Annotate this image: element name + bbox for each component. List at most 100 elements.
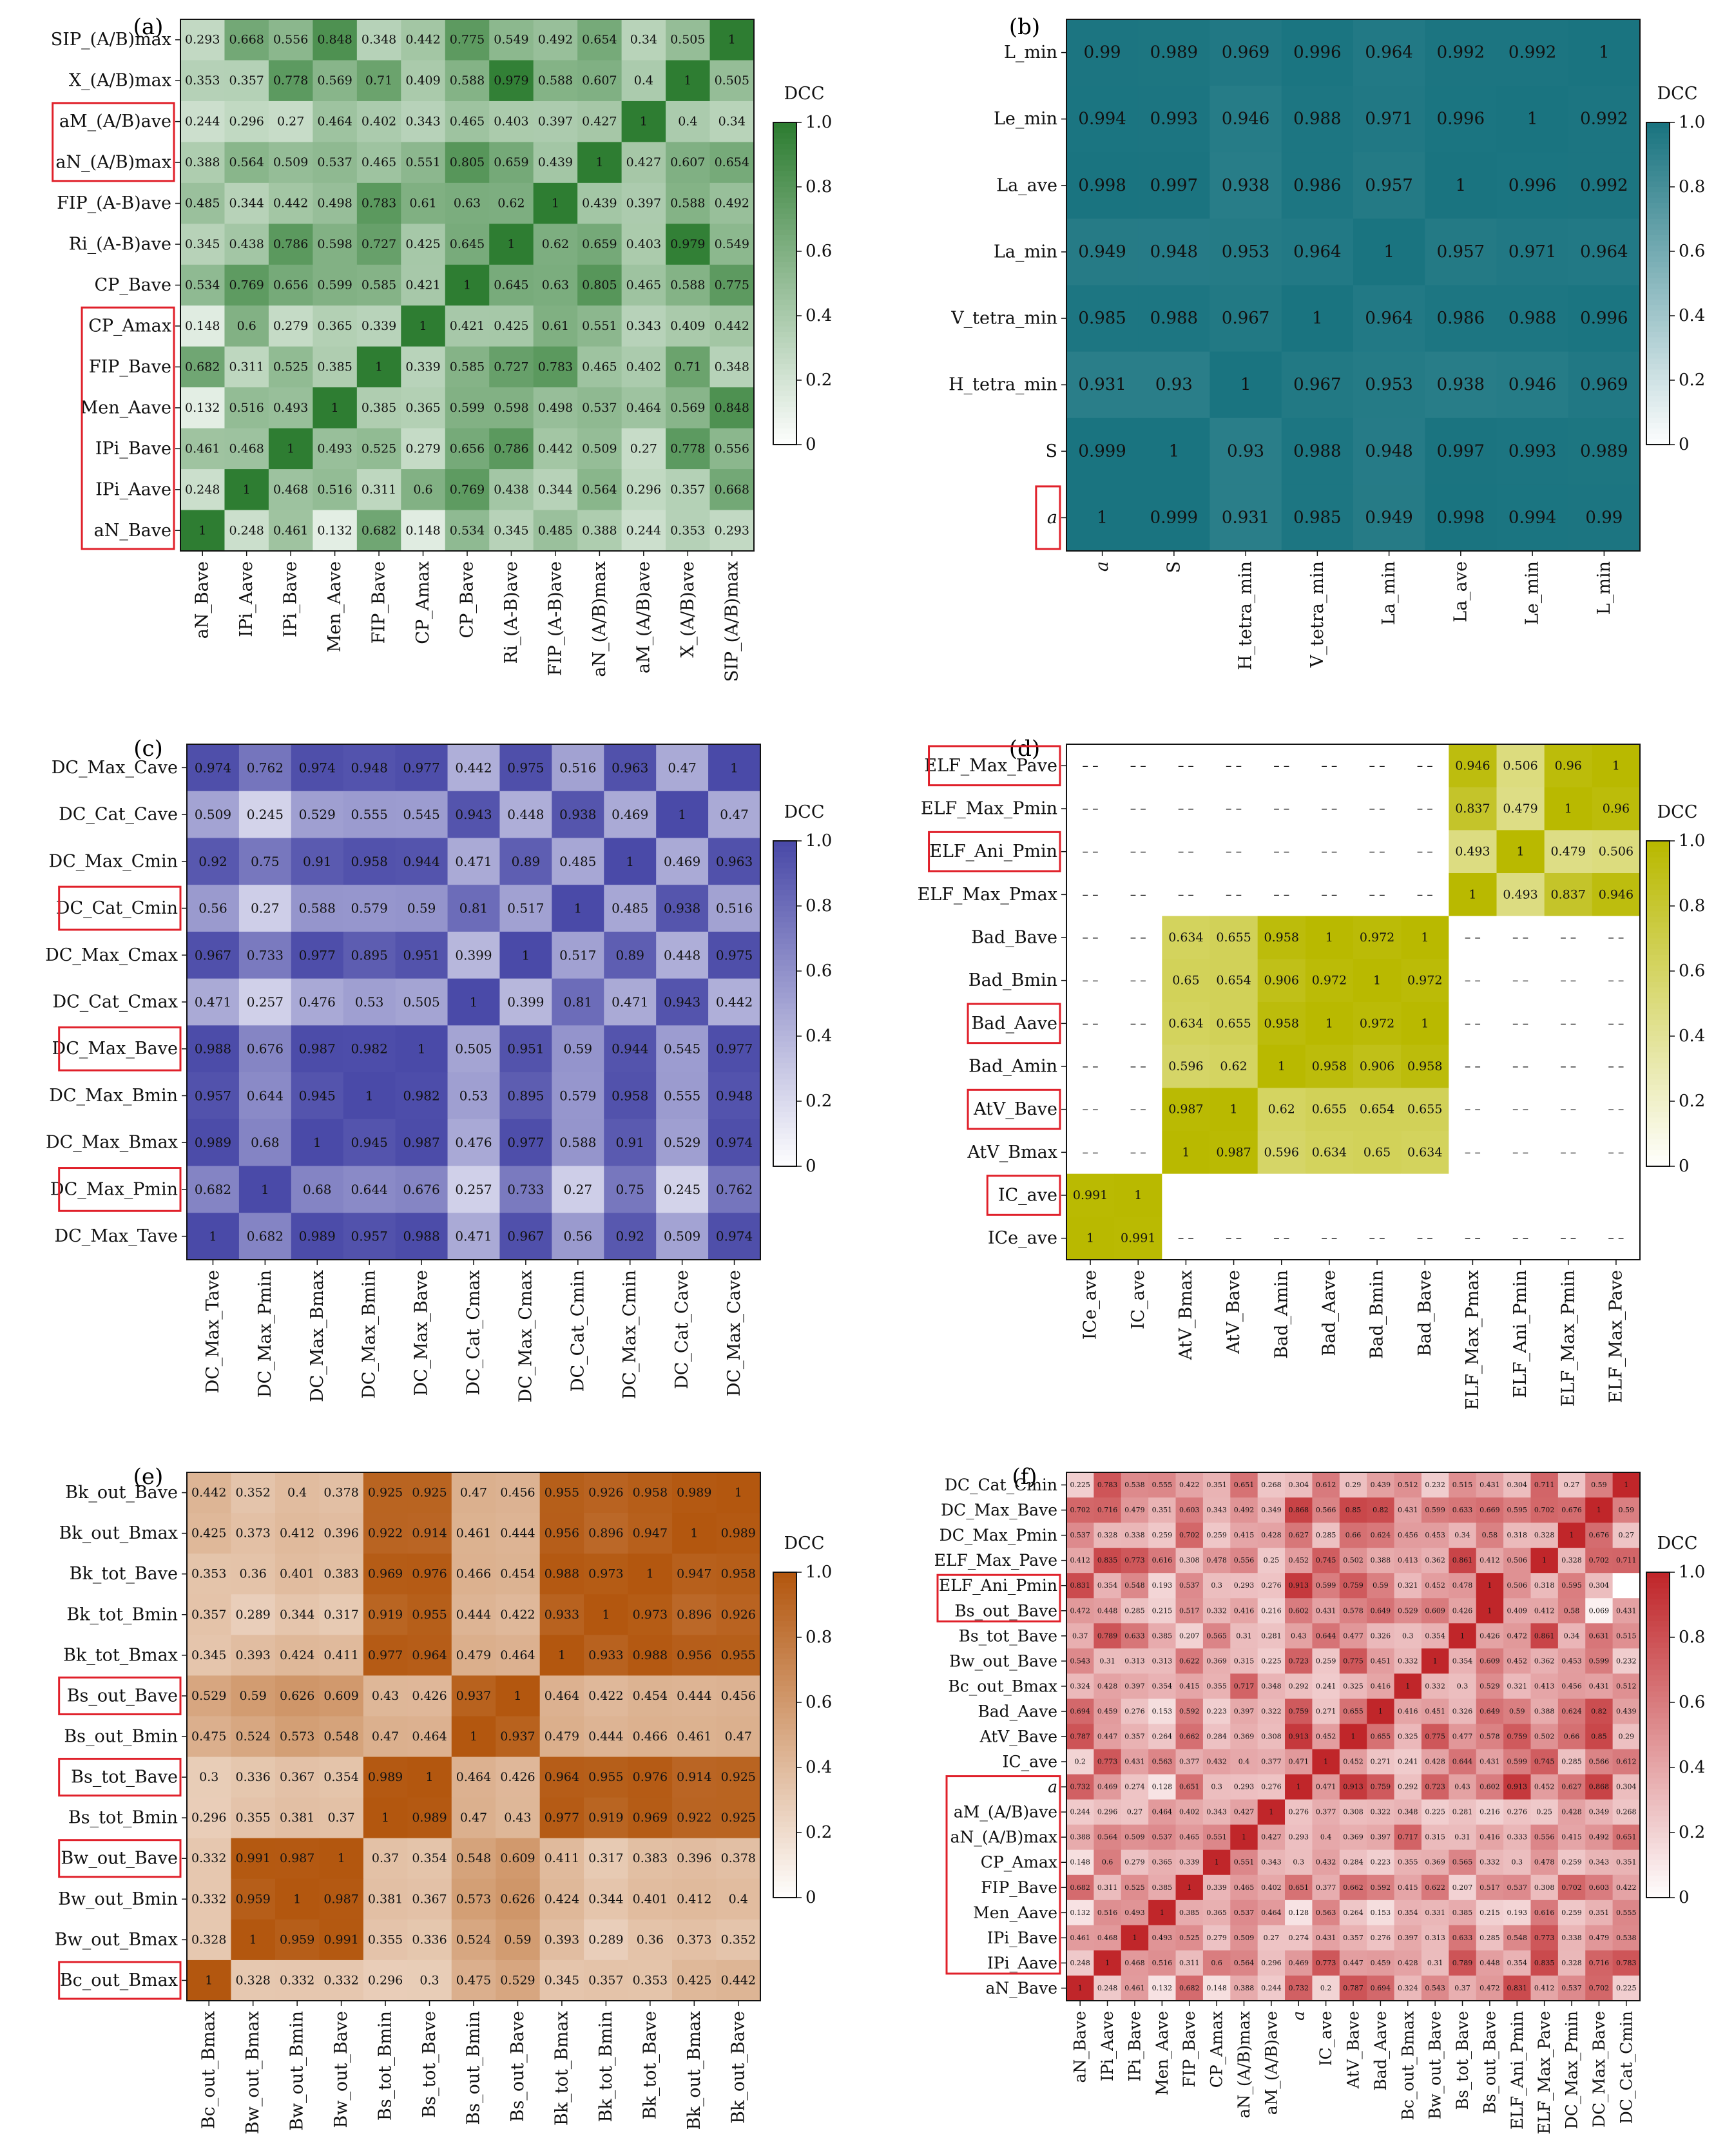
cell-value: 0.47 — [372, 1729, 399, 1744]
cell-value: 0.332 — [1206, 1606, 1227, 1615]
cell-value: 0.62 — [1268, 1102, 1295, 1117]
colorbar-segment — [1646, 1833, 1670, 1839]
cell-value: – – — [1608, 1102, 1624, 1117]
cell-value: – – — [1130, 1016, 1146, 1030]
colorbar-segment — [773, 851, 796, 858]
heatmap-cell — [313, 346, 358, 388]
x-tick-label: AtV_Bave — [1224, 1270, 1244, 1354]
cell-value: 0.308 — [1534, 1883, 1555, 1892]
cell-value: 0.655 — [1407, 1102, 1442, 1117]
cell-value: 0.831 — [1507, 1984, 1528, 1992]
y-tick-label: ELF_Ani_Pmin — [939, 1576, 1057, 1595]
cell-value: 0.43 — [372, 1689, 399, 1703]
colorbar-tick-label: 0.6 — [805, 1693, 832, 1712]
cell-value: 1 — [418, 1041, 426, 1057]
cell-value: 0.357 — [1124, 1733, 1145, 1741]
cell-value: 0.353 — [191, 1567, 226, 1581]
cell-value: 0.711 — [1534, 1481, 1555, 1489]
colorbar-segment — [773, 165, 796, 171]
cell-value: 0.837 — [1455, 802, 1490, 816]
cell-value: 0.388 — [185, 155, 220, 169]
cell-value: – – — [1608, 1145, 1624, 1159]
cell-value: 0.128 — [1152, 1783, 1173, 1791]
cell-value: 0.999 — [1150, 508, 1198, 527]
colorbar-segment — [1646, 981, 1670, 988]
colorbar-segment — [773, 1729, 796, 1736]
heatmap-cell — [180, 19, 225, 61]
colorbar-segment — [1646, 1577, 1670, 1584]
cell-value: 0.66 — [1345, 1531, 1362, 1539]
heatmap-cell — [445, 387, 490, 429]
heatmap-cell — [489, 60, 534, 102]
cell-value: – – — [1226, 802, 1242, 816]
cell-value: 0.352 — [235, 1486, 270, 1500]
cell-value: 0.343 — [405, 115, 440, 129]
cell-value: 0.973 — [633, 1608, 668, 1622]
cell-value: – – — [1130, 974, 1146, 988]
cell-value: 0.964 — [1580, 242, 1628, 262]
cell-value: 0.975 — [716, 947, 753, 963]
cell-value: 0.339 — [1179, 1858, 1200, 1867]
cell-value: 0.977 — [716, 1041, 753, 1057]
x-tick-label: Bc_out_Bmax — [1398, 2011, 1417, 2121]
cell-value: 0.972 — [1407, 974, 1442, 988]
cell-value: 0.132 — [317, 523, 352, 537]
cell-value: 0.412 — [677, 1892, 711, 1906]
colorbar-segment — [1646, 1697, 1670, 1703]
heatmap-cell — [268, 387, 313, 429]
cell-value: – – — [1083, 1102, 1099, 1117]
cell-value: – – — [1608, 1231, 1624, 1246]
y-tick-label: FIP_(A-B)ave — [57, 193, 171, 213]
cell-value: 0.479 — [1551, 845, 1586, 859]
cell-value: 0.216 — [1261, 1606, 1282, 1615]
cell-value: 0.775 — [450, 33, 485, 47]
cell-value: 0.132 — [1152, 1984, 1173, 1992]
cell-value: 1 — [690, 1526, 698, 1541]
y-tick-label: ICe_ave — [988, 1228, 1057, 1248]
cell-value: 0.949 — [1365, 508, 1412, 527]
cell-value: 0.244 — [626, 523, 661, 537]
y-tick-label: DC_Max_Cave — [52, 758, 178, 778]
cell-value: – – — [1273, 845, 1289, 859]
heatmap-cell — [401, 305, 446, 347]
cell-value: 0.461 — [677, 1729, 711, 1744]
y-tick-label: Bk_tot_Bmin — [66, 1604, 178, 1624]
colorbar-segment — [773, 1778, 796, 1784]
colorbar-segment — [773, 229, 796, 236]
cell-value: 0.626 — [500, 1892, 535, 1906]
cell-value: 0.349 — [1589, 1808, 1610, 1816]
cell-value: 0.36 — [637, 1932, 664, 1947]
colorbar-segment — [773, 1052, 796, 1059]
cell-value: 0.353 — [633, 1973, 668, 1987]
cell-value: 0.296 — [191, 1811, 226, 1825]
cell-value: 0.974 — [716, 1135, 753, 1150]
colorbar-segment — [773, 1090, 796, 1097]
cell-value: 0.525 — [1124, 1883, 1145, 1892]
colorbar-segment — [773, 1675, 796, 1681]
cell-value: 0.259 — [1561, 1909, 1582, 1917]
colorbar-segment — [1646, 1843, 1670, 1849]
heatmap-cell — [445, 428, 490, 470]
cell-value: 0.396 — [677, 1851, 711, 1865]
cell-value: 0.311 — [1179, 1959, 1200, 1967]
cell-value: 1 — [1565, 802, 1572, 816]
cell-value: 0.402 — [1261, 1883, 1282, 1892]
cell-value: 0.343 — [1206, 1808, 1227, 1816]
cell-value: 0.759 — [1371, 1783, 1391, 1791]
cell-value: 0.989 — [1150, 43, 1198, 63]
cell-value: 0.148 — [185, 319, 220, 333]
cell-value: 0.565 — [1452, 1858, 1473, 1867]
cell-value: 0.465 — [361, 155, 396, 169]
cell-value: 0.987 — [403, 1135, 439, 1150]
cell-value: 0.27 — [251, 901, 280, 916]
heatmap-cell — [489, 510, 534, 552]
x-tick-label: Bk_out_Bmax — [684, 2011, 704, 2130]
cell-value: – – — [1178, 758, 1194, 773]
cell-value: 0.412 — [1534, 1606, 1555, 1615]
cell-value: 0.973 — [588, 1567, 623, 1581]
chart-panel-5: (e)0.442 0.352 0.4 0.378 0.925 0.925 0.47 0.456… — [55, 1464, 833, 2134]
cell-value: 0.655 — [1312, 1102, 1347, 1117]
cell-value: – – — [1512, 974, 1528, 988]
colorbar-segment — [1646, 1675, 1670, 1681]
